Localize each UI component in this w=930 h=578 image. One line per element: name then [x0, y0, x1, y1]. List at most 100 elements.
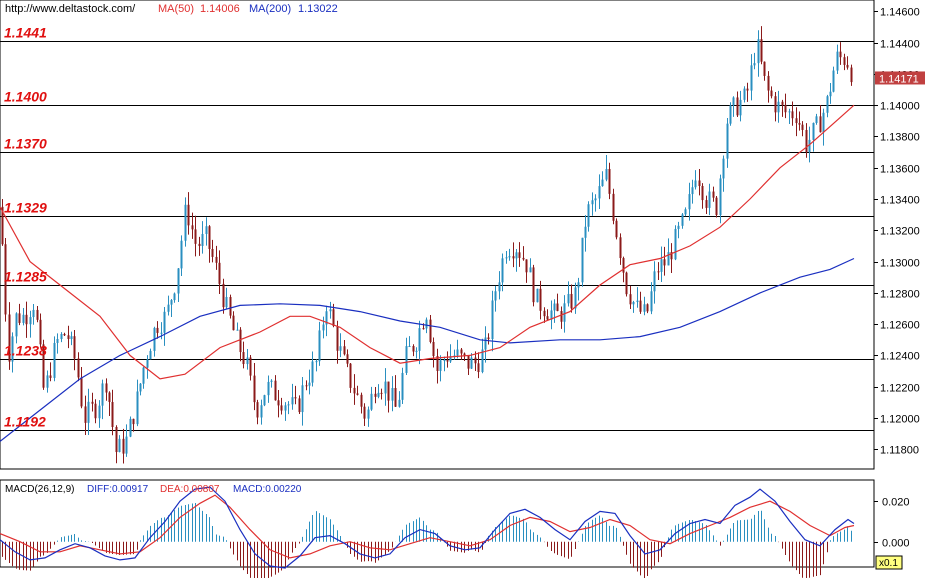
candle: [415, 347, 418, 359]
macd-panel: MACD(26,12,9) DIFF:0.00917 DEA:0.00807 M…: [0, 479, 875, 578]
source-url: http://www.deltastock.com/: [5, 3, 136, 15]
candle: [308, 369, 311, 395]
candle: [53, 336, 56, 382]
candle: [746, 82, 749, 102]
candle: [15, 312, 18, 344]
candle: [729, 102, 732, 126]
candle: [32, 304, 35, 325]
price-tick-0: 1.11800: [880, 445, 919, 457]
candle: [543, 307, 546, 323]
candle: [598, 174, 601, 209]
candle: [498, 271, 501, 300]
candle: [722, 155, 725, 192]
candle: [418, 320, 421, 365]
candle: [743, 86, 746, 103]
candle: [301, 377, 304, 426]
candle: [805, 123, 808, 158]
candle: [180, 235, 183, 277]
candle: [132, 418, 135, 432]
candle: [384, 368, 387, 406]
candle: [681, 213, 684, 229]
candle: [46, 370, 49, 393]
candle: [750, 54, 753, 101]
candle: [712, 186, 715, 202]
candle: [194, 215, 197, 257]
candle: [218, 250, 221, 295]
candle: [739, 90, 742, 122]
candle: [605, 155, 608, 182]
candle: [663, 246, 666, 276]
candle: [87, 388, 90, 435]
candle: [708, 183, 711, 216]
candle: [798, 111, 801, 131]
candle: [832, 66, 835, 93]
candle: [429, 314, 432, 344]
candle: [339, 333, 342, 358]
candle: [25, 301, 28, 338]
candle: [463, 352, 466, 362]
price-tick-13: 1.14400: [880, 39, 920, 51]
candle: [594, 194, 597, 212]
candle: [481, 338, 484, 374]
macd-diff-label: DIFF:0.00917: [87, 484, 149, 495]
candle: [315, 359, 318, 372]
candle: [98, 400, 101, 428]
candle: [84, 395, 87, 435]
candle: [101, 379, 104, 420]
price-tick-9: 1.13600: [880, 164, 920, 176]
candle: [343, 340, 346, 356]
level-label-5: 1.1238: [4, 343, 47, 359]
candle: [349, 362, 352, 393]
candle: [670, 243, 673, 274]
macd-dea-label: DEA:0.00807: [160, 484, 220, 495]
candle: [401, 367, 404, 405]
candle: [149, 348, 152, 360]
candle: [125, 424, 128, 457]
candle: [546, 309, 549, 320]
candle: [267, 375, 270, 403]
candle: [550, 300, 553, 330]
candle: [553, 299, 556, 323]
price-tick-8: 1.13400: [880, 195, 920, 207]
candle: [249, 354, 252, 381]
candlesticks: [1, 26, 853, 464]
candle: [170, 299, 173, 318]
candle: [505, 251, 508, 264]
candle: [449, 344, 452, 364]
candle: [29, 310, 32, 338]
candle: [256, 399, 259, 425]
candle: [42, 339, 45, 390]
candle: [650, 282, 653, 315]
candle: [843, 53, 846, 71]
macd-label: MACD(26,12,9): [5, 484, 74, 495]
candle: [757, 30, 760, 77]
candle: [63, 332, 66, 336]
price-tick-7: 1.13200: [880, 226, 920, 238]
candle: [142, 366, 145, 389]
candle: [556, 293, 559, 312]
candle: [736, 91, 739, 117]
candle: [394, 375, 397, 408]
candle: [791, 101, 794, 126]
candle: [225, 287, 228, 310]
candle: [446, 351, 449, 368]
candle: [677, 221, 680, 239]
candle: [318, 321, 321, 366]
candle: [408, 336, 411, 348]
candle: [60, 332, 63, 343]
candle: [601, 171, 604, 187]
candle: [277, 390, 280, 418]
macd-tick-1: 0.000: [882, 538, 910, 550]
candle: [305, 380, 308, 391]
candle: [291, 383, 294, 410]
level-label-2: 1.1370: [4, 136, 47, 152]
current-price-badge: 1.14171: [875, 71, 925, 85]
candle: [660, 246, 663, 283]
candle: [412, 344, 415, 357]
candle: [850, 64, 853, 86]
candle: [94, 399, 97, 424]
candle: [822, 108, 825, 146]
candle: [360, 392, 363, 414]
candle: [812, 122, 815, 152]
level-label-3: 1.1329: [4, 200, 47, 216]
